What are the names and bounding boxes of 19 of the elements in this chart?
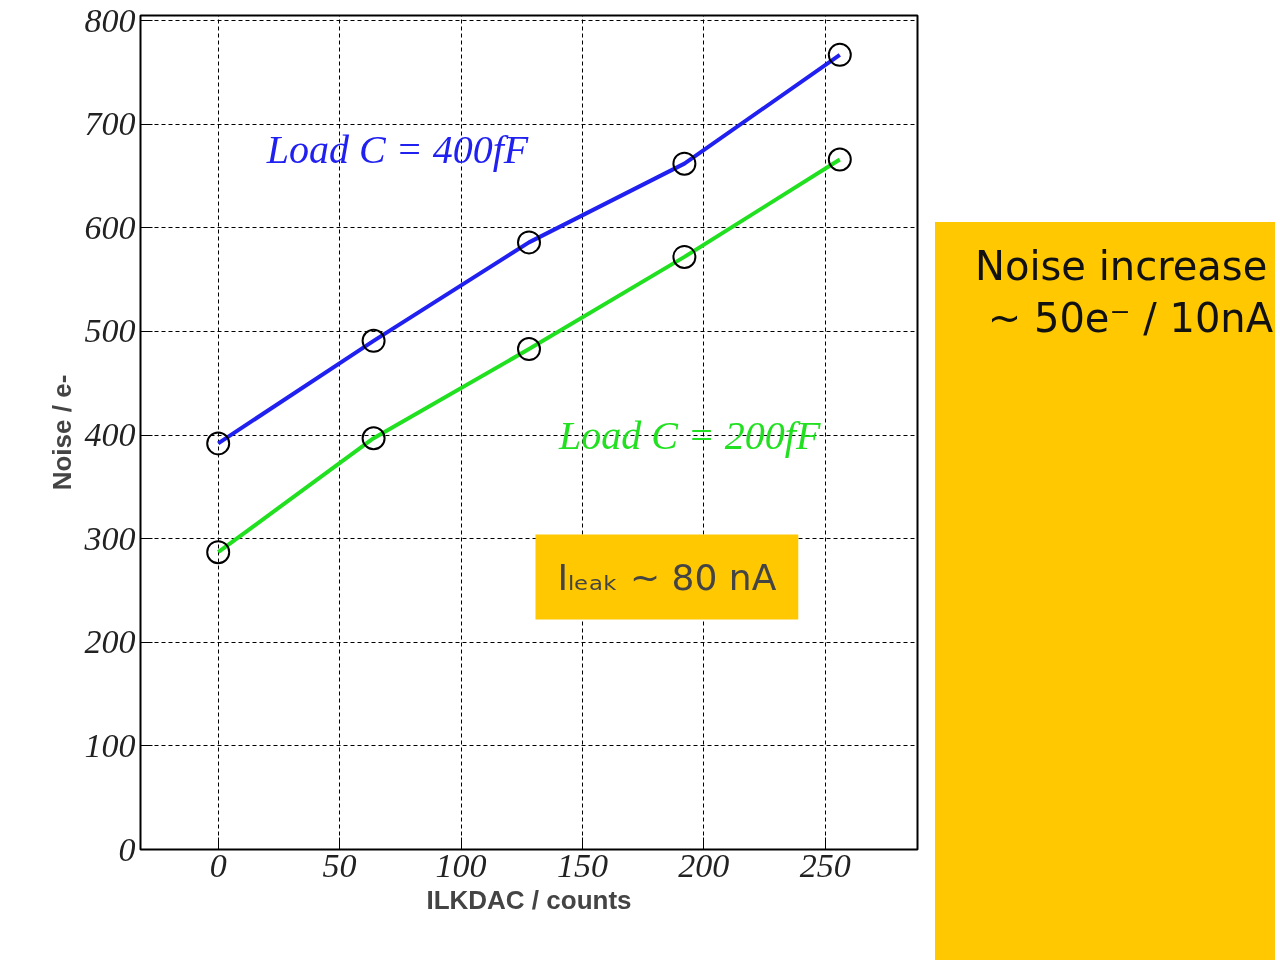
x-tick-label: 50 (322, 846, 357, 884)
y-tick-label: 300 (83, 519, 136, 557)
y-tick-label: 200 (84, 623, 136, 661)
annotation: Iₗₑₐₖ ~ 80 nA (557, 556, 777, 598)
text: Noise increase ~ 50e⁻ / 10nA (975, 242, 1274, 343)
x-axis-title: ILKDAC / counts (426, 884, 632, 915)
x-tick-label: 250 (799, 846, 851, 884)
x-tick-label: 200 (678, 846, 730, 884)
y-tick-label: 800 (84, 1, 136, 39)
x-tick-label: 0 (209, 846, 227, 884)
series-label: Load C = 400fF (265, 126, 529, 172)
y-tick-label: 700 (84, 105, 136, 143)
y-tick-label: 600 (84, 208, 136, 246)
x-tick-label: 100 (435, 846, 487, 884)
y-tick-label: 500 (84, 312, 136, 350)
y-tick-label: 100 (84, 726, 136, 764)
x-tick-label: 150 (556, 846, 608, 884)
y-tick-label: 400 (84, 416, 136, 454)
y-axis-title: Noise / e- (46, 374, 77, 491)
